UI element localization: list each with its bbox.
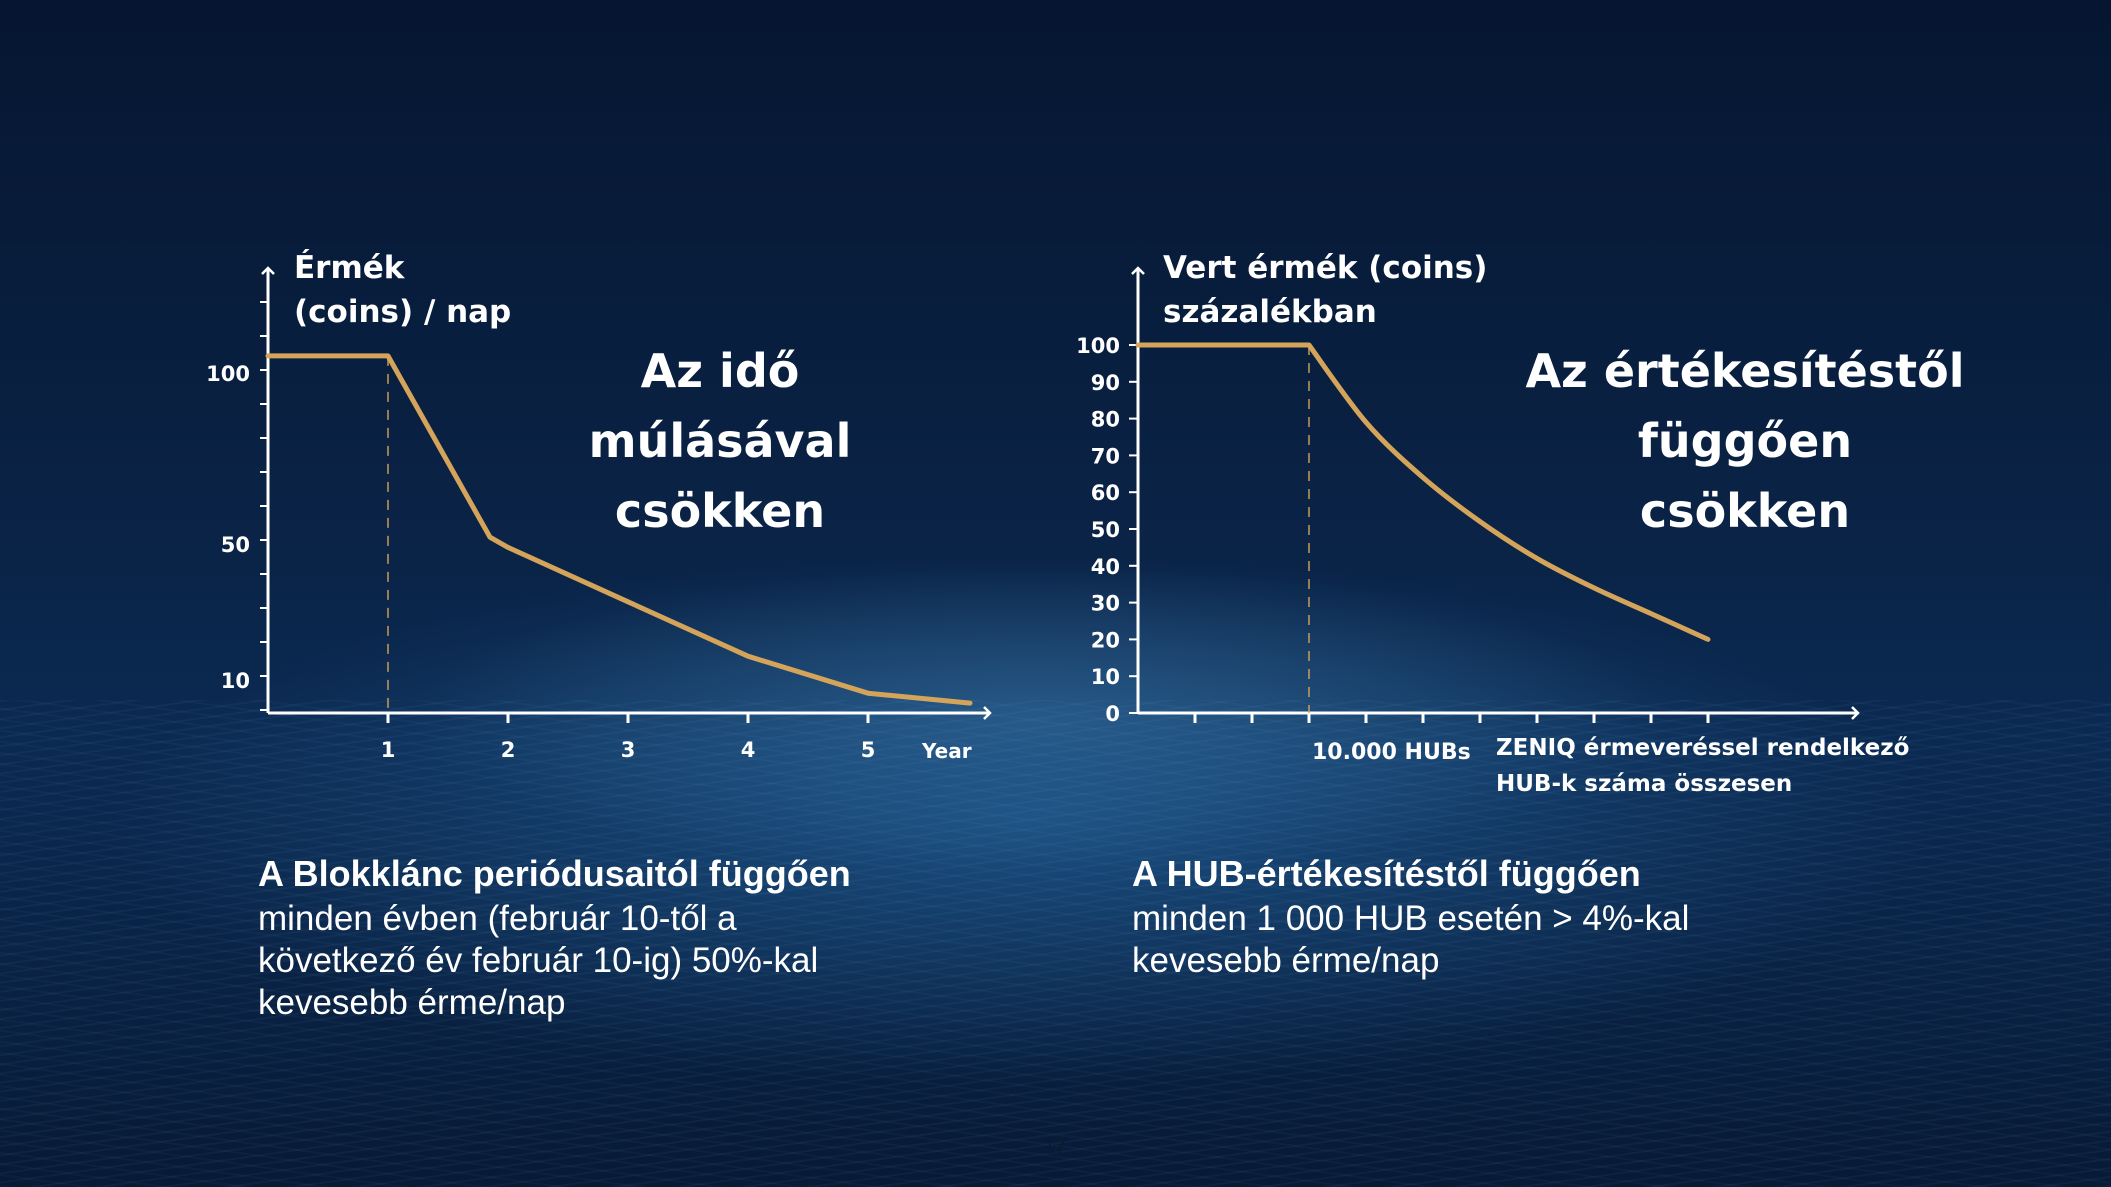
- caption-line: minden évben (február 10-től a: [258, 899, 737, 938]
- right-caption: A HUB-értékesítéstől függően minden 1 00…: [1132, 852, 1832, 982]
- left-caption: A Blokklánc periódusaitól függően minden…: [258, 852, 958, 1024]
- y-tick-labels: 0 10 20 30 40 50 60 70 80 90 100: [1076, 334, 1138, 726]
- y-tick-label: 40: [1091, 555, 1120, 579]
- heading-line: csökken: [614, 484, 826, 538]
- right-caption-title: A HUB-értékesítéstől függően: [1132, 853, 1641, 894]
- y-tick-label: 70: [1091, 444, 1120, 468]
- x-axis-label-line-1: ZENIQ érmeveréssel rendelkező: [1496, 735, 1909, 761]
- chart-2-heading: Az értékesítéstől függően csökken: [1500, 336, 1990, 546]
- y-tick-label: 50: [1091, 518, 1120, 542]
- heading-line: Az értékesítéstől: [1525, 344, 1965, 398]
- left-caption-body: minden évben (február 10-től a következő…: [258, 898, 958, 1024]
- y-tick-label: 20: [1091, 628, 1120, 652]
- caption-line: minden 1 000 HUB esetén > 4%-kal: [1132, 899, 1690, 938]
- y-tick-label: 0: [1105, 702, 1120, 726]
- y-tick-label: 80: [1091, 408, 1120, 432]
- heading-line: csökken: [1639, 484, 1851, 538]
- caption-line: kevesebb érme/nap: [258, 983, 566, 1022]
- y-tick-label: 100: [1076, 334, 1120, 358]
- right-caption-body: minden 1 000 HUB esetén > 4%-kal keveseb…: [1132, 898, 1832, 982]
- x-unit-label: Year: [921, 739, 972, 763]
- y-tick-label: 90: [1091, 371, 1120, 395]
- y-axis-label-line-1: Vert érmék (coins): [1163, 250, 1487, 286]
- y-tick-label: 30: [1091, 592, 1120, 616]
- x-tick-label: 5: [861, 738, 876, 762]
- y-tick-labels: 100 50 10: [206, 362, 250, 693]
- heading-line: függően: [1637, 414, 1853, 468]
- chart-coins-per-day: 100 50 10 1 2 3 4 5 Érmék (coins) / nap Year: [206, 250, 992, 763]
- y-tick-label: 60: [1091, 481, 1120, 505]
- chart-minted-coins-percent: 0 10 20 30 40 50 60 70 80 90 100 Vert érmék (coins…: [1076, 250, 1909, 797]
- chart-1-heading: Az idő múlásával csökken: [560, 336, 880, 546]
- x-axis-label-line-2: HUB-k száma összesen: [1496, 771, 1792, 797]
- x-tick-label: 3: [621, 738, 636, 762]
- y-tick-label: 10: [1091, 665, 1120, 689]
- y-axis-label-line-2: százalékban: [1163, 294, 1377, 330]
- y-tick-label: 100: [206, 362, 250, 386]
- y-axis-label-line-1: Érmék: [294, 250, 406, 286]
- x-tick-label: 1: [381, 738, 396, 762]
- y-axis-label-line-2: (coins) / nap: [294, 294, 511, 330]
- series-line: [265, 353, 973, 706]
- heading-line: Az idő: [640, 344, 800, 398]
- y-minor-ticks: [260, 301, 268, 711]
- caption-line: kevesebb érme/nap: [1132, 941, 1440, 980]
- caption-line: következő év február 10-ig) 50%-kal: [258, 941, 819, 980]
- x-tick-labels: 1 2 3 4 5: [381, 713, 876, 762]
- x-tick-label: 4: [741, 738, 756, 762]
- series-line: [1135, 342, 1711, 642]
- left-caption-title: A Blokklánc periódusaitól függően: [258, 853, 851, 894]
- x-minor-ticks: [1193, 713, 1710, 723]
- x-tick-label: 2: [501, 738, 516, 762]
- background-waves: [0, 700, 2111, 1187]
- x-marker-label: 10.000 HUBs: [1312, 740, 1471, 765]
- page-number: 17: [1043, 1136, 1067, 1158]
- y-tick-label: 50: [221, 533, 250, 557]
- y-tick-label: 10: [221, 669, 250, 693]
- heading-line: múlásával: [588, 414, 852, 468]
